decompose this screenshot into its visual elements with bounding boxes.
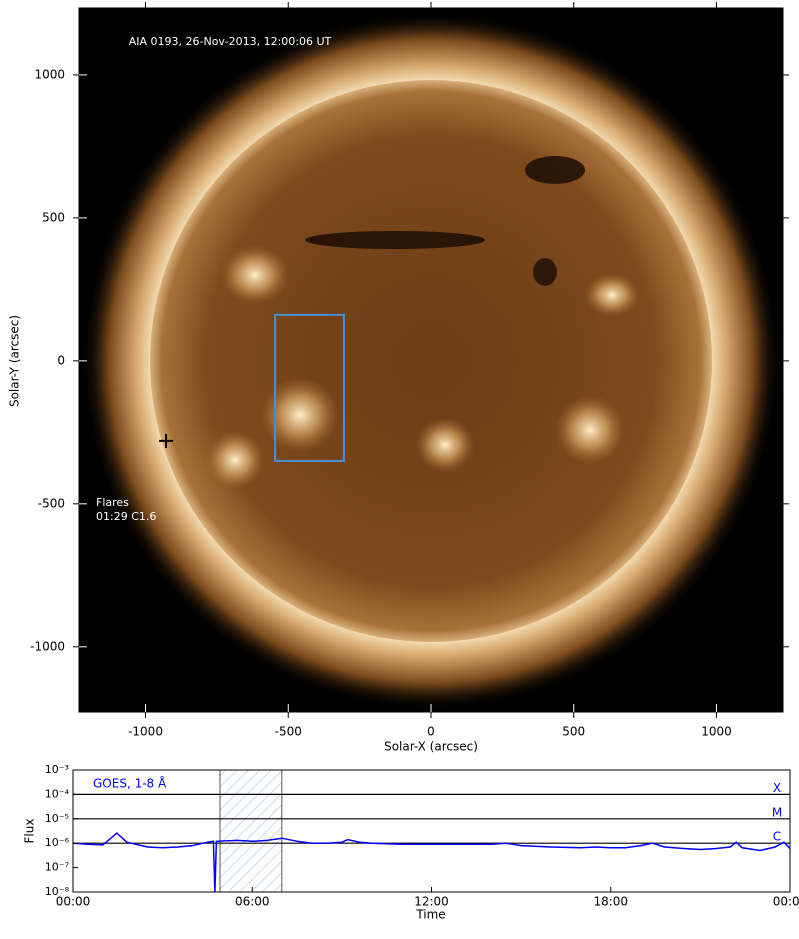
y-tick-label: 0 bbox=[57, 353, 65, 367]
y-tick-label: -500 bbox=[38, 496, 65, 510]
x-tick-label: 18:00 bbox=[593, 895, 628, 909]
y-tick-label: -1000 bbox=[30, 639, 65, 653]
x-tick-label: -1000 bbox=[128, 725, 163, 739]
y-tick-label: 10⁻³ bbox=[45, 763, 69, 776]
x-axis-label: Solar-X (arcsec) bbox=[384, 740, 478, 754]
image-title: AIA 0193, 26-Nov-2013, 12:00:06 UT bbox=[129, 35, 332, 48]
y-axis-label: Solar-Y (arcsec) bbox=[8, 315, 22, 407]
level-label: X bbox=[773, 781, 781, 795]
active-region bbox=[205, 430, 265, 490]
x-tick-label: -500 bbox=[275, 725, 302, 739]
coronal-hole bbox=[533, 258, 557, 286]
x-tick-label: 0 bbox=[427, 725, 435, 739]
y-tick-label: 10⁻⁴ bbox=[45, 787, 70, 800]
coronal-hole bbox=[305, 231, 485, 249]
y-tick-label: 10⁻⁶ bbox=[45, 836, 70, 849]
flares-title: Flares bbox=[96, 496, 129, 509]
active-region bbox=[415, 417, 475, 473]
plot-background bbox=[73, 770, 790, 892]
image-panel: AIA 0193, 26-Nov-2013, 12:00:06 UT Flare… bbox=[8, 2, 789, 754]
coronal-hole bbox=[525, 156, 585, 184]
legend-label: GOES, 1-8 Å bbox=[93, 776, 167, 791]
sun-image bbox=[81, 11, 781, 711]
flare-marker bbox=[159, 433, 174, 448]
axes-frame bbox=[72, 769, 791, 893]
x-tick-label: 00:00 bbox=[773, 895, 799, 909]
y-tick-label: 500 bbox=[42, 210, 65, 224]
x-axis-label: Time bbox=[415, 908, 445, 922]
y-tick-label: 10⁻⁷ bbox=[45, 861, 69, 874]
x-tick-label: 00:00 bbox=[56, 895, 91, 909]
flux-line bbox=[72, 832, 791, 893]
level-label: C bbox=[773, 830, 781, 844]
x-tick-label: 06:00 bbox=[235, 895, 270, 909]
y-axis-label: Flux bbox=[23, 819, 37, 844]
goes-panel: Time Flux GOES, 1-8 Å XMC 00:00 06:00 12:00… bbox=[23, 763, 799, 922]
active-region bbox=[220, 245, 290, 305]
solar-disk bbox=[150, 80, 712, 642]
level-label: M bbox=[772, 805, 782, 819]
x-tick-label: 1000 bbox=[701, 725, 732, 739]
x-tick-label: 500 bbox=[562, 725, 585, 739]
active-region bbox=[584, 273, 640, 317]
y-tick-label: 1000 bbox=[34, 67, 65, 81]
x-tick-label: 12:00 bbox=[414, 895, 449, 909]
flare-entry: 01:29 C1.6 bbox=[96, 510, 156, 523]
highlight-span bbox=[219, 769, 283, 893]
y-tick-label: 10⁻⁵ bbox=[45, 812, 69, 825]
active-region bbox=[555, 395, 625, 465]
region-box bbox=[274, 313, 345, 462]
active-region bbox=[260, 377, 340, 453]
y-tick-label: 10⁻⁸ bbox=[45, 885, 70, 898]
